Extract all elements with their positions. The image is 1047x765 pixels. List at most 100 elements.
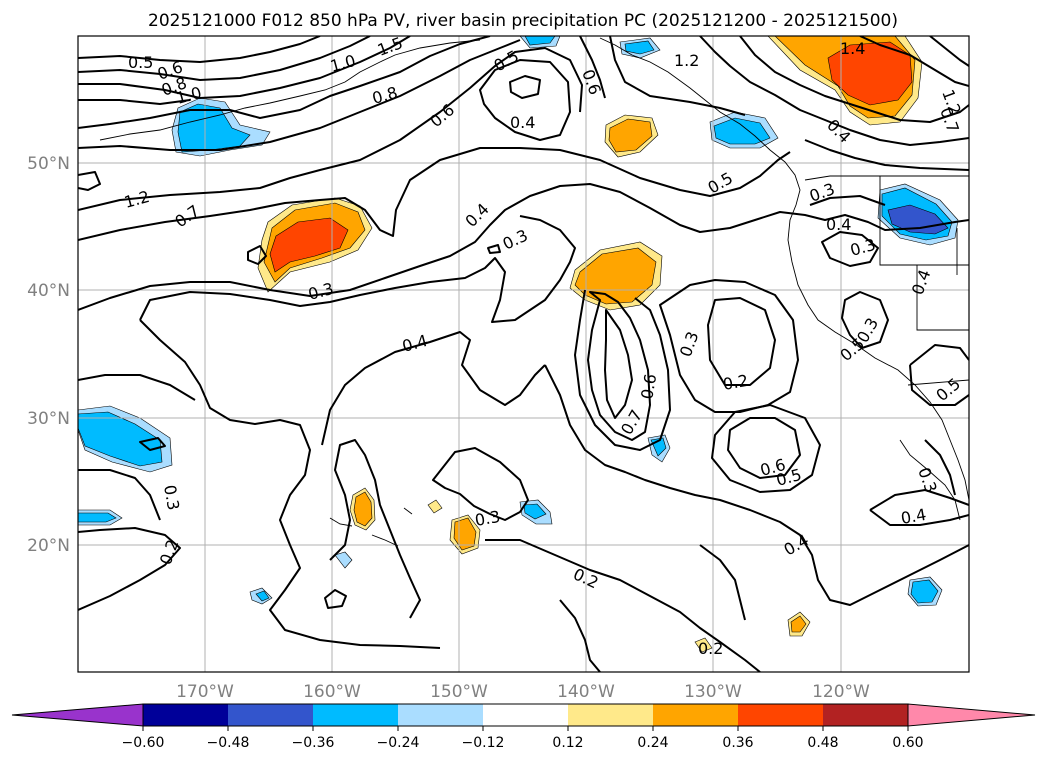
lon-tick-label: 150°W (430, 682, 488, 702)
pv-contour (587, 291, 651, 441)
contour-label: 1.2 (674, 51, 699, 70)
pv-contour (604, 309, 633, 419)
lon-tick-label: 130°W (684, 682, 742, 702)
pv-contour (139, 437, 166, 451)
pv-contour (809, 195, 886, 206)
precip-patch (78, 512, 117, 523)
contour-label: 1.4 (840, 39, 865, 58)
pv-contour (841, 291, 889, 349)
colorbar-bin (483, 704, 568, 726)
colorbar-bin (143, 704, 228, 726)
pv-contour (869, 509, 969, 526)
pv-contour (247, 245, 267, 265)
colorbar-tick-label: 0.24 (637, 735, 668, 751)
pv-contour (432, 447, 529, 521)
contour-label: 0.4 (826, 215, 851, 234)
precip-patch (790, 615, 807, 633)
precip-patch (427, 499, 443, 514)
pv-contour (739, 36, 969, 123)
pv-contour (329, 439, 421, 619)
pv-contour (699, 36, 969, 146)
pv-contour (579, 36, 606, 99)
pv-contour (321, 331, 546, 446)
colorbar-bin (653, 704, 738, 726)
pv-contour (609, 36, 746, 116)
precip-patch (524, 36, 556, 46)
precip-patch (694, 637, 713, 653)
pv-contour (544, 364, 969, 606)
pv-contour (485, 539, 761, 672)
pv-contour (139, 215, 576, 323)
colorbar-tick-label: 0.12 (552, 735, 583, 751)
map-frame (77, 35, 970, 673)
pv-contour (929, 36, 969, 67)
lat-tick-label: 50°N (27, 154, 70, 174)
pv-contour (78, 47, 583, 211)
lon-tick-label: 170°W (176, 682, 234, 702)
pv-contour (574, 289, 671, 451)
colorbar-bin (228, 704, 313, 726)
pv-contour (479, 59, 571, 141)
precip-patch (353, 491, 373, 527)
pv-contour (659, 279, 799, 413)
coastlines (99, 37, 969, 547)
pv-contour (804, 139, 969, 171)
precip-patch (255, 590, 270, 602)
colorbar-bin (823, 704, 908, 726)
pv-contour (909, 344, 969, 366)
colorbar-bin (568, 704, 653, 726)
colorbar-tick-label: 0.60 (892, 735, 923, 751)
pv-contour (78, 527, 181, 611)
pv-contour (909, 364, 969, 406)
precip-patch (624, 40, 655, 55)
pv-contour (727, 417, 801, 479)
lon-axis: 170°W 160°W 150°W 140°W 130°W 120°W (176, 682, 870, 702)
colorbar-outline (142, 703, 909, 727)
lon-tick-label: 120°W (812, 682, 870, 702)
pv-contour (821, 231, 879, 267)
precip-patch (827, 41, 913, 106)
colorbar-tick-label: −0.36 (292, 735, 335, 751)
pv-contour (78, 36, 321, 63)
contour-label: 0.3 (160, 483, 183, 511)
colorbar-tick-label: −0.12 (462, 735, 505, 751)
pv-contour (509, 75, 541, 99)
pv-contour (699, 544, 746, 621)
colorbar-tick-label: −0.48 (207, 735, 250, 751)
pv-contour (869, 489, 969, 511)
precip-patch (269, 217, 349, 273)
pv-contour (859, 36, 969, 87)
colorbar-tick-label: −0.24 (377, 735, 420, 751)
colorbar-extend-low (11, 703, 144, 727)
precip-patch (910, 579, 939, 604)
pv-contour (487, 244, 501, 254)
contour-label: 0.4 (899, 505, 927, 528)
colorbar-tick-label: −0.60 (122, 735, 165, 751)
colorbar-bin (738, 704, 823, 726)
lon-tick-label: 160°W (303, 682, 361, 702)
lat-tick-label: 20°N (27, 536, 70, 556)
colorbar-bin (313, 704, 398, 726)
pv-contour (78, 36, 491, 129)
contour-label: 0.5 (128, 53, 153, 72)
lat-axis: 50°N 40°N 30°N 20°N (27, 154, 70, 556)
contour-label: 0.4 (510, 113, 535, 132)
precip-patch (177, 103, 251, 153)
pv-contour (78, 469, 161, 521)
lat-tick-label: 30°N (27, 409, 70, 429)
pv-contour (78, 99, 191, 105)
pv-contour (139, 319, 441, 649)
pv-contour (78, 171, 101, 191)
colorbar-extend-high (907, 703, 1036, 727)
contour-label: 0.2 (721, 371, 749, 394)
lat-tick-label: 40°N (27, 281, 70, 301)
contour-label: 0.6 (637, 372, 660, 400)
precip-patch (334, 551, 353, 569)
pv-contour (78, 183, 969, 311)
contour-label: 0.2 (698, 639, 723, 658)
pv-contour (924, 439, 956, 496)
colorbar-tick-label: 0.36 (722, 735, 753, 751)
graticule (78, 36, 969, 672)
precip-patch (608, 118, 653, 153)
